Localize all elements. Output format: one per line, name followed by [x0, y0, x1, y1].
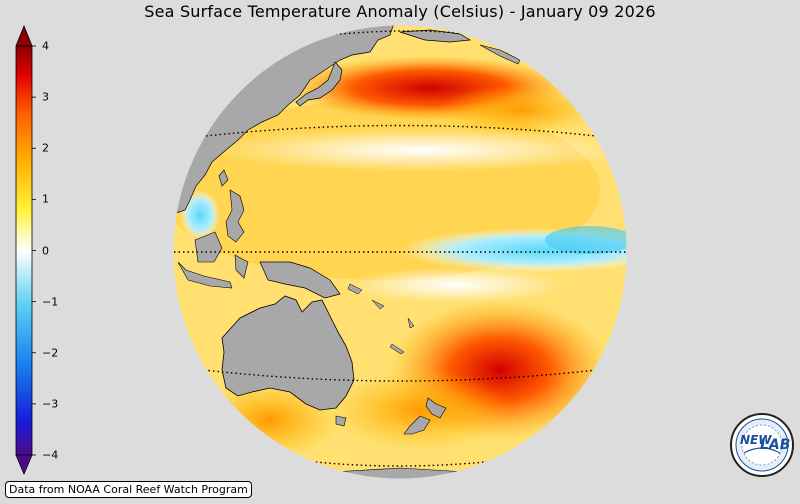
equatorial-cool-anomaly	[400, 228, 627, 272]
colorbar-tick-label: −3	[42, 397, 59, 411]
colorbar-tick-label: −1	[42, 295, 59, 309]
colorbar-tick-label: 3	[42, 90, 49, 104]
colorbar-tick-label: −4	[42, 448, 59, 462]
philippines-landmass	[225, 189, 245, 243]
colorbar-tick-label: 2	[42, 141, 49, 155]
new-guinea-landmass	[259, 261, 341, 299]
globe-surface	[173, 25, 627, 479]
colorbar-tick-label: 1	[42, 192, 49, 206]
colorbar-bottom-arrow	[15, 454, 33, 476]
colorbar-tick-label: 4	[42, 39, 49, 53]
colorbar-svg	[15, 24, 36, 476]
new-zealand-landmass	[403, 397, 447, 435]
newlab-logo: NEW LAB	[730, 413, 794, 477]
logo-text-new: NEW	[740, 433, 772, 447]
australia-landmass	[221, 295, 355, 411]
data-credit: Data from NOAA Coral Reef Watch Program	[5, 481, 252, 498]
logo-seal	[730, 413, 794, 477]
map-title: Sea Surface Temperature Anomaly (Celsius…	[144, 2, 656, 21]
logo-text-lab: LAB	[760, 437, 791, 453]
latitude-lines	[174, 30, 626, 467]
colorbar-tick-label: 0	[42, 244, 49, 257]
japan-landmass	[295, 61, 343, 107]
colorbar: 4 3 2 1 0 −1 −2 −3 −4	[0, 0, 80, 500]
colorbar-tick-label: −2	[42, 346, 59, 360]
